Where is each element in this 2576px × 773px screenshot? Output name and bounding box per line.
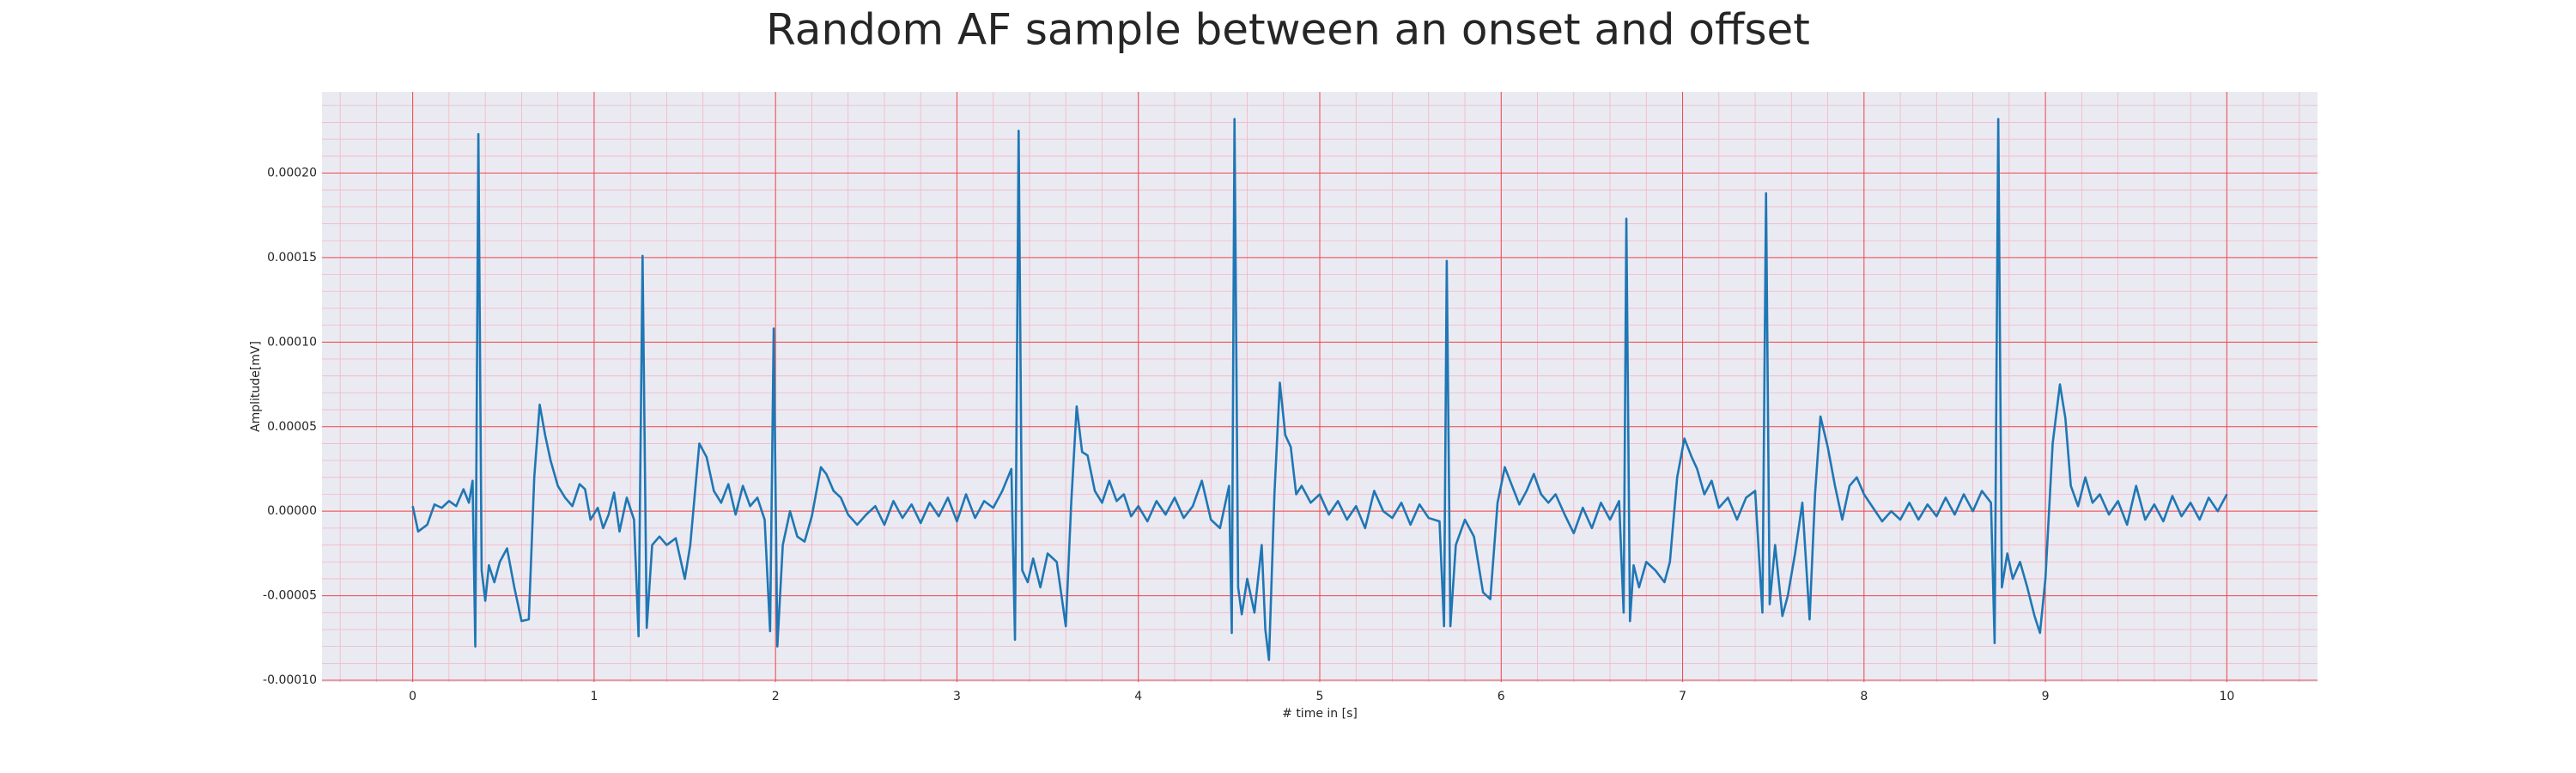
y-axis-label: Amplitude[mV] <box>249 341 263 432</box>
x-tick-label: 6 <box>1498 690 1505 703</box>
y-tick-label: -0.00010 <box>263 673 317 687</box>
x-tick-label: 0 <box>409 690 416 703</box>
x-tick-label: 4 <box>1134 690 1142 703</box>
y-tick-label: 0.00000 <box>267 504 317 518</box>
x-tick-label: 5 <box>1316 690 1324 703</box>
x-tick-label: 3 <box>953 690 961 703</box>
chart-title: Random AF sample between an onset and of… <box>766 5 1810 55</box>
x-tick-label: 8 <box>1860 690 1868 703</box>
x-tick-label: 9 <box>2042 690 2050 703</box>
x-tick-label: 2 <box>772 690 780 703</box>
x-tick-label: 7 <box>1679 690 1686 703</box>
x-tick-label: 10 <box>2219 690 2234 703</box>
x-tick-label: 1 <box>590 690 598 703</box>
y-tick-label: 0.00010 <box>267 335 317 349</box>
x-axis-label: # time in [s] <box>1282 707 1358 721</box>
y-tick-label: 0.00015 <box>267 251 317 265</box>
signal-line <box>411 118 2228 661</box>
y-tick-label: 0.00020 <box>267 166 317 180</box>
y-tick-label: -0.00005 <box>263 589 317 603</box>
y-tick-label: 0.00005 <box>267 420 317 434</box>
